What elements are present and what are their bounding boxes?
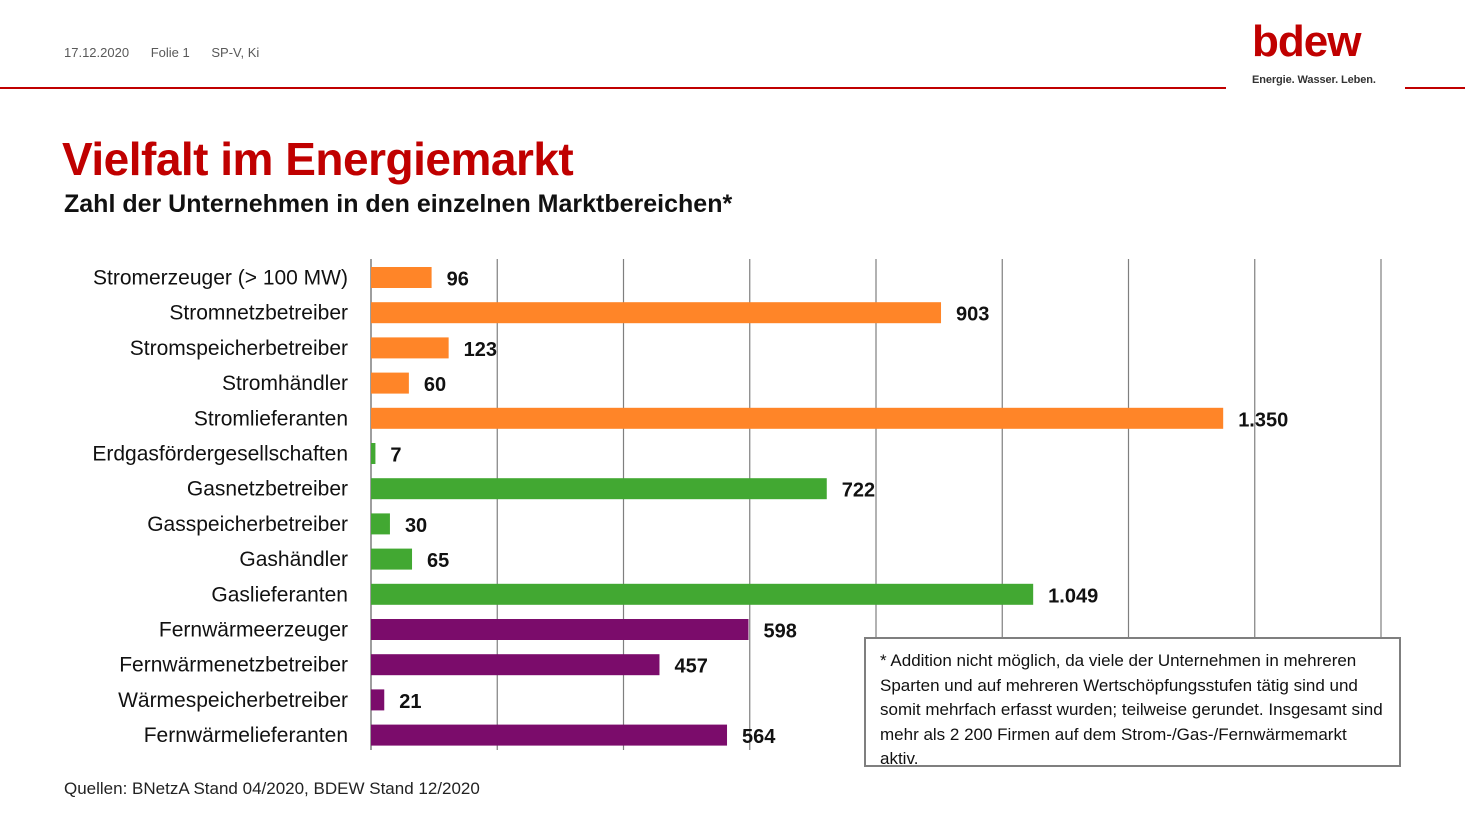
- category-label: Stromhändler: [222, 372, 348, 395]
- value-label: 60: [424, 374, 446, 396]
- value-label: 722: [842, 480, 875, 502]
- page-subtitle: Zahl der Unternehmen in den einzelnen Ma…: [64, 190, 733, 218]
- bar: [371, 407, 1224, 429]
- value-label: 96: [447, 269, 469, 291]
- bdew-logo: bdew Energie. Wasser. Leben.: [1252, 17, 1382, 87]
- value-label: 457: [674, 656, 707, 678]
- bar: [371, 724, 728, 746]
- category-label: Stromerzeuger (> 100 MW): [93, 267, 348, 290]
- value-label: 564: [742, 726, 776, 748]
- page-title: Vielfalt im Energiemarkt: [62, 133, 574, 185]
- bar: [371, 302, 942, 324]
- category-label: Stromnetzbetreiber: [169, 302, 348, 325]
- value-label: 21: [399, 691, 421, 713]
- category-label: Fernwärmeerzeuger: [159, 619, 348, 642]
- bar: [371, 513, 390, 535]
- bar: [371, 478, 827, 500]
- bar: [371, 267, 432, 288]
- header-meta: 17.12.2020 Folie 1 SP-V, Ki: [64, 45, 277, 60]
- logo-wordmark: bdew: [1252, 17, 1361, 66]
- chart-grid: [370, 259, 1382, 750]
- bar: [371, 372, 409, 394]
- bar: [371, 619, 749, 640]
- logo-tagline: Energie. Wasser. Leben.: [1252, 74, 1376, 86]
- bar-chart: Stromerzeuger (> 100 MW) Stromnetzbetreib…: [92, 259, 1382, 750]
- bar: [371, 337, 449, 359]
- source-line: Quellen: BNetzA Stand 04/2020, BDEW Stan…: [64, 779, 480, 798]
- value-label: 30: [405, 515, 427, 537]
- bar: [371, 443, 376, 464]
- category-label: Wärmespeicherbetreiber: [118, 689, 348, 712]
- footnote-box: * Addition nicht möglich, da viele der U…: [864, 637, 1401, 768]
- category-label: Stromspeicherbetreiber: [130, 337, 348, 360]
- category-label: Fernwärmenetzbetreiber: [119, 654, 348, 677]
- category-label: Gasnetzbetreiber: [187, 478, 348, 501]
- header-rule-right: [1405, 87, 1465, 89]
- header-date: 17.12.2020: [64, 45, 130, 60]
- value-label: 903: [956, 304, 989, 326]
- value-label: 1.350: [1238, 409, 1288, 431]
- header-rule-left: [0, 87, 1226, 89]
- bar: [371, 583, 1034, 605]
- category-label: Erdgasfördergesellschaften: [92, 443, 348, 466]
- value-label: 7: [390, 445, 401, 467]
- header-slide: Folie 1: [150, 45, 190, 60]
- bar: [371, 654, 660, 676]
- category-label: Fernwärmelieferanten: [144, 724, 348, 747]
- chart-category-labels: Stromerzeuger (> 100 MW) Stromnetzbetreib…: [92, 267, 348, 748]
- category-label: Gasspeicherbetreiber: [147, 513, 348, 536]
- value-label: 598: [763, 621, 796, 643]
- value-label: 123: [464, 339, 497, 361]
- header-author: SP-V, Ki: [211, 45, 260, 60]
- value-label: 1.049: [1048, 585, 1098, 607]
- category-label: Stromlieferanten: [194, 407, 348, 430]
- bar: [371, 689, 385, 711]
- bar: [371, 548, 413, 570]
- chart-bars: [371, 267, 1224, 746]
- category-label: Gashändler: [239, 548, 348, 571]
- category-label: Gaslieferanten: [211, 583, 348, 606]
- value-label: 65: [427, 550, 449, 572]
